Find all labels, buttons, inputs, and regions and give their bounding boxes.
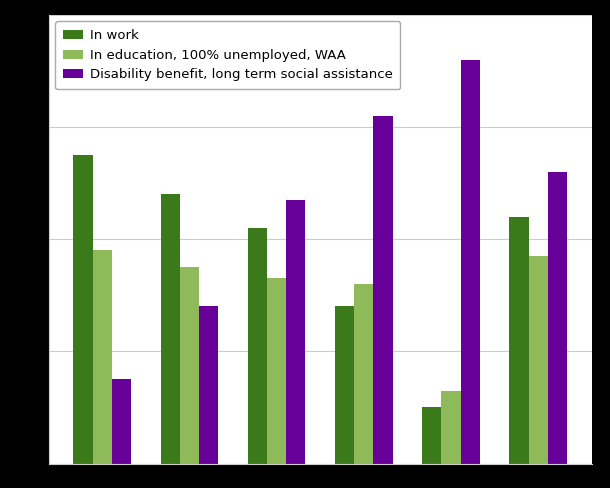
Bar [548, 172, 567, 464]
Bar [422, 407, 442, 464]
Bar [461, 60, 480, 464]
Bar [73, 155, 93, 464]
Bar [335, 306, 354, 464]
Bar [180, 267, 199, 464]
Bar [199, 306, 218, 464]
Bar [160, 194, 180, 464]
Bar [373, 116, 393, 464]
Bar [442, 390, 461, 464]
Bar [93, 250, 112, 464]
Legend: In work, In education, 100% unemployed, WAA, Disability benefit, long term socia: In work, In education, 100% unemployed, … [56, 21, 401, 89]
Bar [248, 228, 267, 464]
Bar [354, 284, 373, 464]
Bar [286, 200, 306, 464]
Bar [267, 278, 286, 464]
Bar [509, 217, 529, 464]
Bar [112, 380, 131, 464]
Bar [529, 256, 548, 464]
